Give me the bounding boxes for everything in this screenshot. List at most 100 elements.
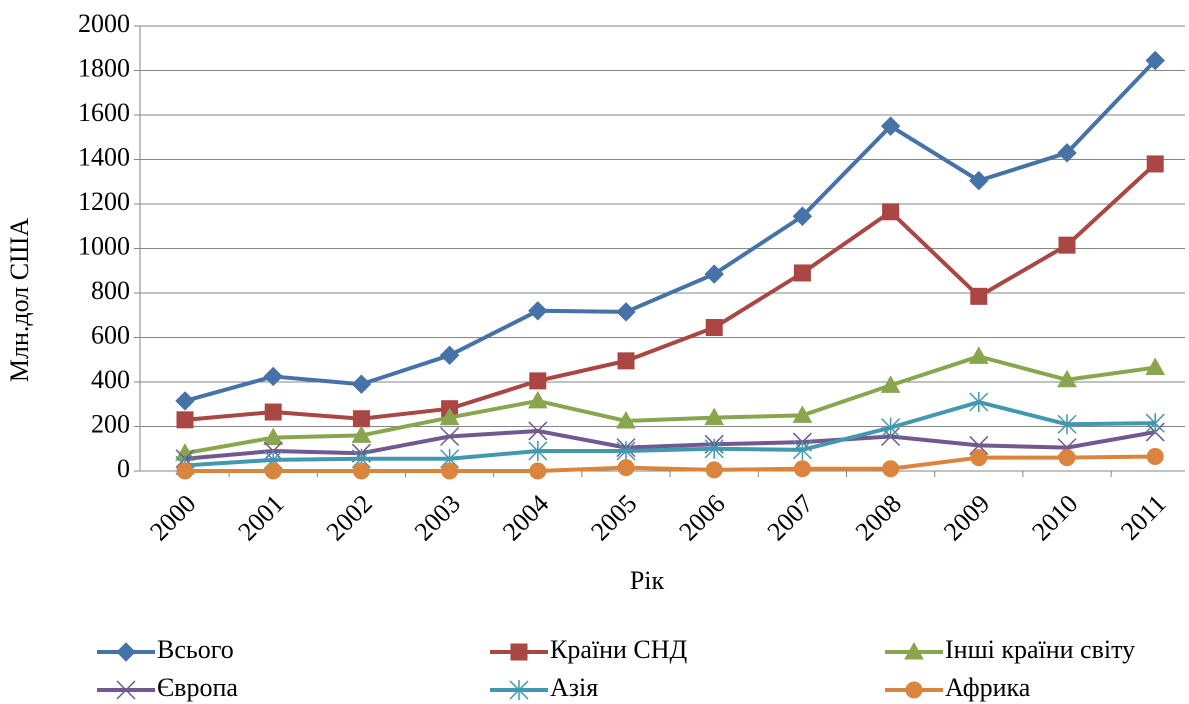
y-axis-label: Млн.дол США — [5, 218, 34, 382]
marker — [881, 417, 901, 438]
legend-label: Європа — [157, 673, 238, 702]
marker — [352, 462, 370, 480]
marker — [792, 206, 813, 226]
marker — [1057, 369, 1077, 388]
marker — [882, 460, 900, 478]
marker — [440, 426, 460, 447]
x-axis-label: Рік — [630, 566, 665, 595]
x-tick-label: 2002 — [321, 489, 378, 546]
marker — [616, 440, 636, 461]
marker — [264, 462, 282, 480]
legend-label: Африка — [945, 673, 1031, 702]
marker — [116, 680, 136, 700]
marker — [882, 203, 900, 221]
series-line — [184, 428, 1156, 461]
marker — [116, 642, 136, 662]
marker — [439, 407, 460, 426]
marker — [1146, 448, 1164, 466]
marker — [529, 372, 547, 390]
marker — [704, 438, 724, 459]
marker — [704, 264, 724, 284]
y-tick-label: 400 — [91, 365, 130, 394]
marker — [351, 374, 372, 394]
marker — [529, 462, 547, 480]
series-line — [184, 400, 1156, 468]
y-tick-label: 200 — [91, 409, 130, 438]
y-tick-label: 1600 — [78, 98, 130, 127]
x-tick-label: 2000 — [144, 489, 201, 546]
marker — [969, 435, 989, 455]
x-tick-label: 2011 — [1115, 489, 1172, 546]
y-tick-label: 1800 — [78, 53, 130, 82]
marker — [704, 407, 725, 426]
legend-label: Азія — [550, 673, 598, 702]
marker — [880, 116, 901, 136]
marker — [351, 425, 372, 443]
marker — [441, 462, 459, 480]
marker — [904, 641, 924, 660]
marker — [969, 392, 989, 413]
marker — [970, 449, 988, 467]
x-tick-label: 2007 — [762, 489, 819, 546]
marker — [1058, 236, 1076, 254]
legend-item: Європа — [97, 673, 238, 702]
marker — [616, 410, 636, 429]
series-line — [184, 59, 1157, 403]
marker — [793, 460, 811, 478]
marker — [880, 375, 901, 393]
marker — [176, 411, 194, 429]
legend-label: Країни СНД — [550, 635, 688, 664]
marker — [969, 170, 989, 191]
marker — [1057, 143, 1077, 163]
marker — [1145, 50, 1165, 71]
y-tick-label: 0 — [117, 454, 130, 483]
legend-label: Інші країни світу — [945, 635, 1135, 664]
x-tick-label: 2008 — [850, 489, 907, 546]
y-tick-label: 1000 — [78, 231, 130, 260]
marker — [263, 366, 283, 387]
marker — [617, 352, 635, 370]
marker — [792, 405, 813, 423]
marker — [793, 264, 811, 282]
x-tick-label: 2001 — [232, 489, 289, 546]
series-line — [184, 162, 1157, 422]
marker — [264, 403, 282, 421]
y-tick-label: 1200 — [78, 187, 130, 216]
marker — [528, 301, 548, 321]
x-tick-label: 2006 — [673, 489, 730, 546]
series-line — [184, 354, 1156, 456]
x-tick-label: 2003 — [409, 489, 466, 546]
marker — [617, 459, 635, 477]
y-tick-label: 2000 — [78, 9, 130, 38]
marker — [1146, 155, 1164, 173]
marker — [510, 643, 528, 661]
marker — [528, 440, 548, 461]
marker — [705, 461, 723, 479]
legend-label: Всього — [157, 635, 234, 664]
marker — [1057, 414, 1077, 435]
legend-item: Країни СНД — [490, 635, 688, 664]
legend-item: Всього — [97, 635, 234, 664]
legend-item: Африка — [885, 673, 1031, 702]
marker — [175, 391, 195, 411]
marker — [528, 421, 548, 441]
marker — [968, 346, 989, 364]
x-tick-label: 2010 — [1026, 489, 1083, 546]
marker — [176, 462, 194, 480]
marker — [439, 345, 460, 366]
marker — [509, 680, 529, 700]
x-tick-label: 2004 — [497, 489, 554, 546]
legend-item: Азія — [490, 673, 598, 702]
marker — [616, 302, 636, 322]
y-tick-label: 800 — [91, 276, 130, 305]
x-tick-label: 2005 — [585, 489, 642, 546]
marker — [263, 427, 284, 446]
y-tick-label: 600 — [91, 320, 130, 349]
marker — [792, 439, 812, 460]
marker — [352, 410, 370, 428]
marker — [527, 390, 548, 409]
marker — [1058, 449, 1076, 467]
marker — [705, 318, 723, 336]
